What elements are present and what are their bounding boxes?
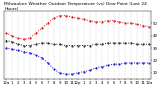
Text: Milwaukee Weather Outdoor Temperature (vs) Dew Point (Last 24 Hours): Milwaukee Weather Outdoor Temperature (v… [4, 2, 147, 11]
